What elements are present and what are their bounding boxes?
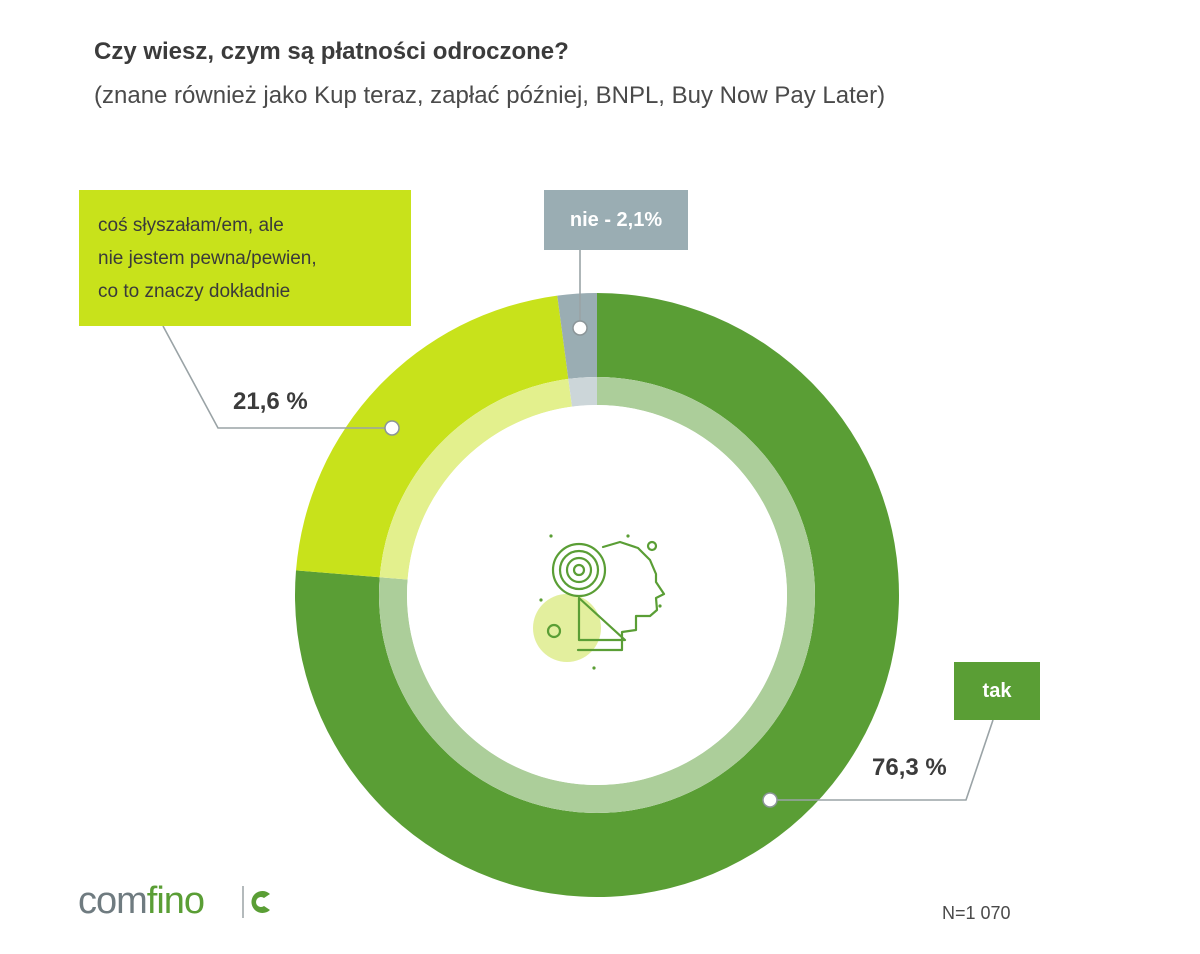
head-target-icon (533, 534, 666, 670)
comfino-mark-icon (242, 886, 270, 918)
leader-lines (162, 250, 994, 808)
slice-unsure-inner-band (379, 378, 573, 580)
chart-subtitle: (znane również jako Kup teraz, zapłać pó… (94, 82, 886, 109)
leader-line-unsure (162, 325, 392, 429)
value-yes: 76,3 % (872, 754, 947, 781)
leader-line-yes (770, 719, 994, 801)
label-unsure-line-3: co to znaczy dokładnie (98, 280, 291, 302)
value-unsure: 21,6 % (233, 388, 308, 415)
chart-title: Czy wiesz, czym są płatności odroczone? (94, 38, 569, 65)
label-unsure: coś słyszałam/em, ale nie jestem pewna/p… (79, 190, 411, 326)
comfino-logo: comfino (78, 880, 205, 923)
leader-dot-no (572, 320, 588, 336)
icon-backdrop-circle (533, 594, 601, 662)
leader-dot-yes (762, 792, 778, 808)
sample-size: N=1 070 (942, 903, 1011, 923)
label-no: nie - 2,1% (544, 190, 688, 250)
slice-no-inner-band (568, 377, 597, 407)
slice-unsure (296, 295, 569, 578)
leader-dot-unsure (384, 420, 400, 436)
label-yes: tak (954, 662, 1040, 720)
label-unsure-line-1: coś słyszałam/em, ale (98, 214, 284, 236)
logo-text-fino: fino (146, 880, 205, 922)
slice-no (557, 293, 597, 379)
label-unsure-line-2: nie jestem pewna/pewien, (98, 247, 317, 269)
donut-slices (294, 293, 899, 898)
logo-text-com: com (78, 880, 148, 922)
donut-hole (407, 405, 787, 785)
